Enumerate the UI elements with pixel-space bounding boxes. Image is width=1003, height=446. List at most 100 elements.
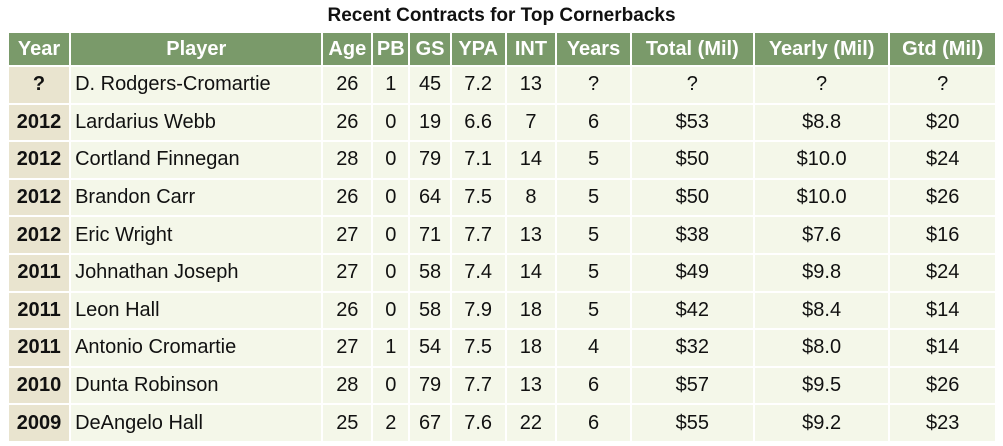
guaranteed-cell: $26 bbox=[888, 177, 997, 218]
ypa-cell: 6.6 bbox=[449, 102, 507, 143]
gs-cell: 54 bbox=[408, 328, 452, 368]
total-cell: $49 bbox=[629, 252, 755, 293]
years-cell: ? bbox=[555, 65, 632, 105]
column-header-guaranteed: Gtd (Mil) bbox=[888, 31, 997, 67]
age-cell: 26 bbox=[321, 290, 374, 331]
int-cell: 13 bbox=[504, 365, 558, 406]
pb-cell: 1 bbox=[371, 328, 411, 368]
gs-cell: 79 bbox=[408, 365, 452, 406]
age-cell: 28 bbox=[321, 140, 374, 180]
int-cell: 7 bbox=[504, 102, 558, 143]
player-cell: Johnathan Joseph bbox=[69, 252, 324, 293]
table-row: 2010 Dunta Robinson 28 0 79 7.7 13 6 $57 $9.5 $26 bbox=[6, 365, 997, 406]
int-cell: 8 bbox=[504, 177, 558, 218]
yearly-cell: $8.4 bbox=[752, 290, 891, 331]
years-cell: 5 bbox=[555, 252, 632, 293]
pb-cell: 0 bbox=[371, 177, 411, 218]
ypa-cell: 7.7 bbox=[449, 215, 507, 255]
total-cell: ? bbox=[629, 65, 755, 105]
total-cell: $38 bbox=[629, 215, 755, 255]
column-header-ypa: YPA bbox=[449, 31, 507, 67]
int-cell: 13 bbox=[504, 65, 558, 105]
age-cell: 27 bbox=[321, 215, 374, 255]
column-header-total: Total (Mil) bbox=[629, 31, 755, 67]
contracts-table: Year Player Age PB GS YPA INT Years Tota… bbox=[6, 31, 997, 443]
year-cell: ? bbox=[6, 65, 72, 105]
ypa-cell: 7.9 bbox=[449, 290, 507, 331]
pb-cell: 0 bbox=[371, 102, 411, 143]
column-header-yearly: Yearly (Mil) bbox=[752, 31, 891, 67]
year-cell: 2011 bbox=[6, 252, 72, 293]
year-cell: 2011 bbox=[6, 328, 72, 368]
age-cell: 26 bbox=[321, 102, 374, 143]
years-cell: 6 bbox=[555, 365, 632, 406]
column-header-year: Year bbox=[6, 31, 72, 67]
guaranteed-cell: $26 bbox=[888, 365, 997, 406]
age-cell: 27 bbox=[321, 252, 374, 293]
table-row: ? D. Rodgers-Cromartie 26 1 45 7.2 13???? bbox=[6, 65, 997, 105]
total-cell: $50 bbox=[629, 177, 755, 218]
yearly-cell: $7.6 bbox=[752, 215, 891, 255]
total-cell: $42 bbox=[629, 290, 755, 331]
year-cell: 2012 bbox=[6, 177, 72, 218]
player-cell: Brandon Carr bbox=[69, 177, 324, 218]
yearly-cell: $10.0 bbox=[752, 140, 891, 180]
total-cell: $32 bbox=[629, 328, 755, 368]
year-cell: 2010 bbox=[6, 365, 72, 406]
gs-cell: 58 bbox=[408, 290, 452, 331]
guaranteed-cell: $24 bbox=[888, 252, 997, 293]
age-cell: 26 bbox=[321, 65, 374, 105]
guaranteed-cell: $14 bbox=[888, 328, 997, 368]
table-row: 2011 Leon Hall 26 0 58 7.9 18 5 $42 $8.4 $14 bbox=[6, 290, 997, 331]
ypa-cell: 7.1 bbox=[449, 140, 507, 180]
yearly-cell: $10.0 bbox=[752, 177, 891, 218]
table-row: 2009 DeAngelo Hall 25 2 67 7.6 22 6 $55 $9.2 $23 bbox=[6, 403, 997, 443]
pb-cell: 1 bbox=[371, 65, 411, 105]
guaranteed-cell: $14 bbox=[888, 290, 997, 331]
player-cell: D. Rodgers-Cromartie bbox=[69, 65, 324, 105]
year-cell: 2012 bbox=[6, 102, 72, 143]
total-cell: $53 bbox=[629, 102, 755, 143]
column-header-age: Age bbox=[321, 31, 374, 67]
years-cell: 6 bbox=[555, 403, 632, 443]
table-row: 2012 Cortland Finnegan 28 0 79 7.1 14 5 $50 $10.0… bbox=[6, 140, 997, 180]
guaranteed-cell: $23 bbox=[888, 403, 997, 443]
year-cell: 2009 bbox=[6, 403, 72, 443]
years-cell: 5 bbox=[555, 290, 632, 331]
gs-cell: 58 bbox=[408, 252, 452, 293]
ypa-cell: 7.6 bbox=[449, 403, 507, 443]
int-cell: 18 bbox=[504, 290, 558, 331]
years-cell: 4 bbox=[555, 328, 632, 368]
total-cell: $57 bbox=[629, 365, 755, 406]
gs-cell: 71 bbox=[408, 215, 452, 255]
player-cell: Lardarius Webb bbox=[69, 102, 324, 143]
ypa-cell: 7.5 bbox=[449, 328, 507, 368]
ypa-cell: 7.7 bbox=[449, 365, 507, 406]
player-cell: Eric Wright bbox=[69, 215, 324, 255]
total-cell: $55 bbox=[629, 403, 755, 443]
table-title: Recent Contracts for Top Cornerbacks bbox=[327, 5, 676, 26]
gs-cell: 64 bbox=[408, 177, 452, 218]
year-cell: 2012 bbox=[6, 140, 72, 180]
header-row: Year Player Age PB GS YPA INT Years Tota… bbox=[6, 31, 997, 67]
yearly-cell: $8.8 bbox=[752, 102, 891, 143]
year-cell: 2011 bbox=[6, 290, 72, 331]
age-cell: 27 bbox=[321, 328, 374, 368]
player-cell: Leon Hall bbox=[69, 290, 324, 331]
int-cell: 14 bbox=[504, 140, 558, 180]
pb-cell: 2 bbox=[371, 403, 411, 443]
table-row: 2011 Antonio Cromartie 27 1 54 7.5 18 4 $32 $8.0 $… bbox=[6, 328, 997, 368]
ypa-cell: 7.2 bbox=[449, 65, 507, 105]
pb-cell: 0 bbox=[371, 140, 411, 180]
age-cell: 25 bbox=[321, 403, 374, 443]
year-cell: 2012 bbox=[6, 215, 72, 255]
guaranteed-cell: $20 bbox=[888, 102, 997, 143]
pb-cell: 0 bbox=[371, 290, 411, 331]
player-cell: Antonio Cromartie bbox=[69, 328, 324, 368]
gs-cell: 67 bbox=[408, 403, 452, 443]
years-cell: 5 bbox=[555, 177, 632, 218]
years-cell: 5 bbox=[555, 140, 632, 180]
player-cell: DeAngelo Hall bbox=[69, 403, 324, 443]
column-header-pb: PB bbox=[371, 31, 411, 67]
